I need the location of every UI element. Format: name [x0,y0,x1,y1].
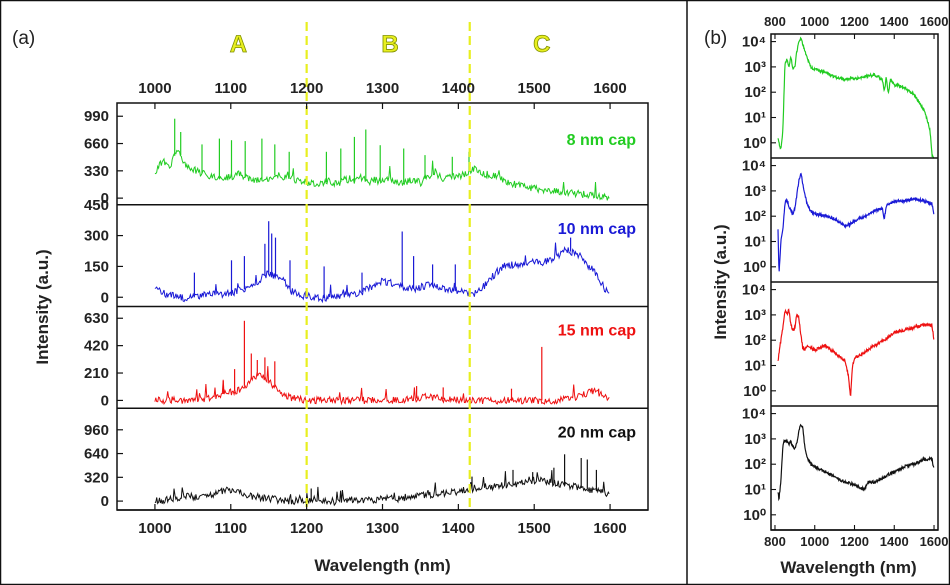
y-tick-label: 10⁰ [743,135,766,152]
y-tick-label: 10³ [744,59,766,76]
x-tick-label: 1000 [800,534,829,549]
x-tick-label-top: 1000 [138,80,171,97]
x-tick-label-top: 1000 [800,14,829,29]
x-tick-label: 1300 [366,520,399,537]
x-tick-label: 1100 [215,520,248,537]
y-axis-title: Intensity (a.u.) [711,224,730,339]
y-tick-label: 210 [84,365,109,382]
y-tick-label: 10³ [744,183,766,200]
series-line [154,149,610,201]
series-line [154,470,610,507]
x-tick-label-top: 1400 [880,14,909,29]
x-tick-label: 1400 [442,520,475,537]
y-tick-label: 330 [84,163,109,180]
y-tick-label: 10² [744,208,766,225]
y-tick-label: 10² [744,332,766,349]
y-tick-label: 10⁰ [743,259,766,276]
y-tick-label: 10¹ [744,234,766,251]
y-tick-label: 0 [101,493,109,510]
series-line [154,366,610,406]
x-tick-label: 1600 [593,520,626,537]
series-label: 15 nm cap [558,323,636,340]
y-tick-label: 0 [101,190,109,207]
y-tick-label: 0 [101,289,109,306]
y-tick-label: 10³ [744,431,766,448]
y-tick-label: 960 [84,422,109,439]
spectrum-line [777,423,935,502]
x-tick-label-top: 1400 [442,80,475,97]
y-tick-label: 420 [84,338,109,355]
x-axis-title: Wavelength (nm) [780,558,916,577]
x-axis-title: Wavelength (nm) [314,556,450,575]
series-4 [154,454,610,507]
spectrum-2 [777,172,935,272]
y-tick-label: 10¹ [744,358,766,375]
y-tick-label: 300 [84,228,109,245]
spectrum-4 [777,423,935,502]
y-tick-label: 10⁴ [742,34,766,51]
y-tick-label: 10⁰ [743,383,766,400]
y-tick-label: 450 [84,197,109,214]
panel-a-chart: 0 330 660 990 8 nm cap 0 150 300 450 10 nm cap 0 21… [33,22,649,575]
series-label: 10 nm cap [558,221,636,238]
series-label: 20 nm cap [558,424,636,441]
spectrum-3 [777,308,935,397]
x-tick-label: 1200 [840,534,869,549]
region-label: A [230,31,247,58]
x-tick-label-top: 1300 [366,80,399,97]
panel-b-label: (b) [704,28,727,49]
spectrum-1 [777,36,935,159]
y-tick-label: 150 [84,258,109,275]
spectrum-line [777,36,935,159]
x-tick-label: 1200 [290,520,323,537]
x-tick-label-top: 1600 [593,80,626,97]
series-label: 8 nm cap [567,132,637,149]
y-tick-label: 10² [744,84,766,101]
x-tick-label: 1400 [880,534,909,549]
y-tick-label: 10⁴ [742,282,766,299]
x-tick-label-top: 1500 [518,80,551,97]
x-tick-label: 1500 [518,520,551,537]
y-axis-title: Intensity (a.u.) [33,249,52,364]
y-tick-label: 10¹ [744,110,766,127]
x-tick-label: 1000 [138,520,171,537]
spectrum-line [777,172,935,272]
y-tick-label: 10² [744,456,766,473]
x-tick-label: 1600 [920,534,949,549]
x-tick-label-top: 1200 [840,14,869,29]
y-tick-label: 10⁴ [742,406,766,423]
series-line [154,242,610,304]
y-tick-label: 10⁰ [743,507,766,524]
y-tick-label: 640 [84,446,109,463]
x-tick-label-top: 1600 [920,14,949,29]
region-label: C [533,31,550,58]
y-tick-label: 0 [101,392,109,409]
y-tick-label: 320 [84,469,109,486]
x-tick-label-top: 800 [764,14,786,29]
x-tick-label-top: 1100 [215,80,248,97]
panel-a-label: (a) [12,28,35,49]
series-2 [154,221,610,304]
y-tick-label: 10³ [744,307,766,324]
y-tick-label: 10¹ [744,482,766,499]
series-1 [154,118,610,201]
x-tick-label-top: 1200 [290,80,323,97]
region-label: B [381,31,398,58]
y-tick-label: 990 [84,108,109,125]
spectrum-line [777,308,935,397]
x-tick-label: 800 [764,534,786,549]
series-3 [154,320,610,406]
y-tick-label: 660 [84,136,109,153]
panel-b-chart: 10⁰ 10¹ 10² 10³ 10⁴ 10⁰ 10¹ 10² 10³ 10⁴ 10⁰ 10¹ 10² 1… [711,14,948,577]
y-tick-label: 630 [84,310,109,327]
y-tick-label: 10⁴ [742,158,766,175]
